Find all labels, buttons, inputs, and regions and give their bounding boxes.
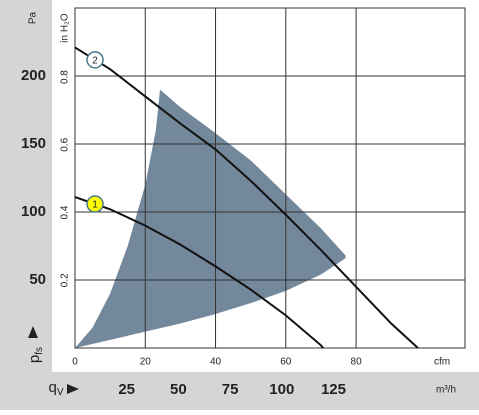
x-label: qV xyxy=(48,379,63,398)
axis-arrow xyxy=(67,384,79,394)
y2-unit: in H₂O xyxy=(60,13,71,43)
axis-arrow xyxy=(28,326,38,338)
x-tick-label: 60 xyxy=(280,357,292,368)
x-tick-label: 0 xyxy=(72,357,78,368)
y2-tick-label: 0.2 xyxy=(60,273,71,287)
plot-frame xyxy=(74,7,466,349)
x2-tick-label: 125 xyxy=(321,381,346,398)
x-tick-label: 20 xyxy=(140,357,152,368)
x-label-main: q xyxy=(48,379,56,396)
y-tick-label: 100 xyxy=(21,203,46,220)
x2-tick-label: 25 xyxy=(118,381,135,398)
x2-tick-label: 50 xyxy=(170,381,187,398)
operating-region xyxy=(75,89,346,348)
x-unit: cfm xyxy=(434,357,450,368)
y-unit: Pa xyxy=(28,11,39,24)
x-label-sub: V xyxy=(57,387,64,398)
x2-unit: m³/h xyxy=(436,385,456,396)
y-tick-label: 200 xyxy=(21,67,46,84)
y-tick-label: 50 xyxy=(29,271,46,288)
curve-label: 1 xyxy=(92,200,98,211)
y2-tick-label: 0.8 xyxy=(60,70,71,84)
x2-tick-label: 75 xyxy=(222,381,239,398)
y-label: pfs xyxy=(26,347,45,363)
y-label-main: p xyxy=(26,355,43,363)
curve-label: 2 xyxy=(92,55,98,66)
y-label-sub: fs xyxy=(34,347,45,355)
curve xyxy=(74,196,324,349)
y-tick-label: 150 xyxy=(21,135,46,152)
y2-tick-label: 0.4 xyxy=(60,205,71,219)
y2-tick-label: 0.6 xyxy=(60,137,71,151)
x2-tick-label: 100 xyxy=(269,381,294,398)
x-tick-label: 80 xyxy=(351,357,363,368)
curve-marker xyxy=(86,51,104,69)
curve-marker xyxy=(86,195,104,213)
curve xyxy=(74,46,419,349)
x-tick-label: 40 xyxy=(210,357,222,368)
